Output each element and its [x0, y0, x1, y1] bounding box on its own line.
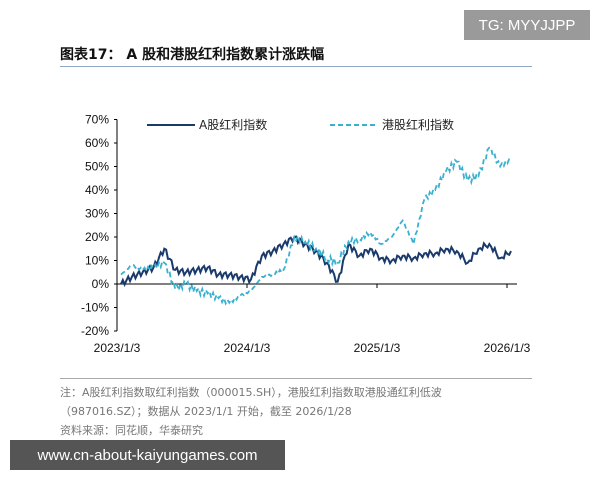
series-line-2 [120, 146, 512, 306]
y-tick-label: -10% [81, 301, 109, 315]
y-tick-label: 30% [85, 207, 109, 221]
x-tick-label: 2025/1/3 [354, 341, 401, 355]
line-chart: 70% 60% 50% 40% 30% 20% 10% 0% -10% -20% 2023/1/3 2… [81, 113, 531, 356]
watermark-top: TG: MYYJJPP [464, 10, 590, 40]
x-tick-label: 2026/1/3 [484, 341, 531, 355]
watermark-bottom: www.cn-about-kaiyungames.com [10, 440, 285, 470]
footer-divider [60, 378, 532, 379]
figure-title: 图表17： A 股和港股红利指数累计涨跌幅 [60, 47, 325, 63]
series-line-1 [120, 235, 512, 288]
y-tick-label: 10% [85, 254, 109, 268]
x-tick-label: 2024/1/3 [224, 341, 271, 355]
y-tick-label: 0% [92, 277, 110, 291]
title-divider [60, 66, 532, 67]
y-tick-label: 40% [85, 183, 109, 197]
y-tick-label: 70% [85, 113, 109, 127]
legend-label-1: A股红利指数 [199, 117, 267, 132]
y-tick-label: 20% [85, 230, 109, 244]
legend-label-2: 港股红利指数 [382, 117, 454, 132]
y-tick-label: -20% [81, 324, 109, 338]
note-line-1: 注：A股红利指数取红利指数（000015.SH），港股红利指数取港股通红利低波 [60, 386, 442, 399]
chart-note: 注：A股红利指数取红利指数（000015.SH），港股红利指数取港股通红利低波 … [60, 383, 540, 440]
y-tick-label: 60% [85, 136, 109, 150]
x-tick-label: 2023/1/3 [94, 341, 141, 355]
source-line: 资料来源：同花顺，华泰研究 [60, 424, 203, 437]
note-line-2: （987016.SZ）；数据从 2023/1/1 开始，截至 2026/1/28 [60, 405, 352, 418]
y-tick-label: 50% [85, 160, 109, 174]
